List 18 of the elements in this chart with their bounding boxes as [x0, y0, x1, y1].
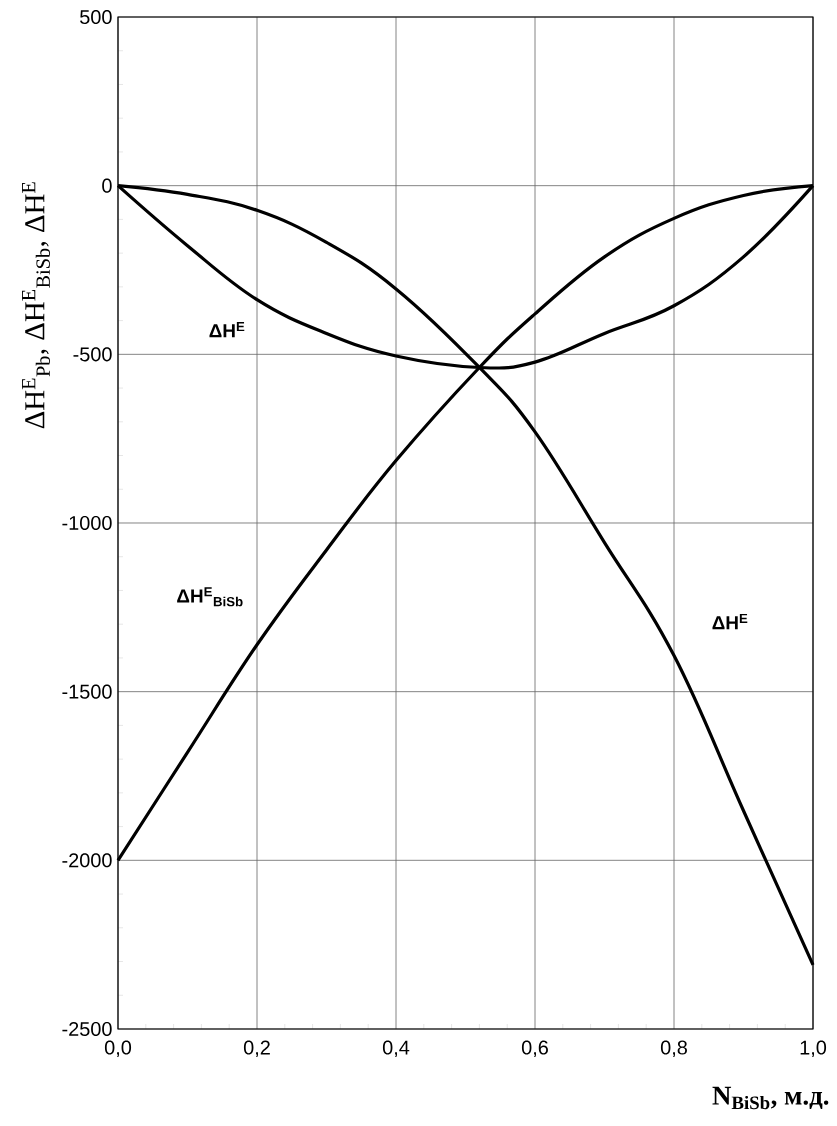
x-tick-label: 0,0 [104, 1040, 132, 1057]
x-tick-label: 1,0 [800, 1040, 827, 1057]
series-label: ΔH$^{E}$BiSb [177, 587, 243, 607]
x-tick-label: 0,2 [243, 1040, 270, 1057]
y-tick-label: -500 [73, 347, 112, 362]
x-tick-label: 0,4 [382, 1040, 410, 1057]
y-tick-label: 0 [102, 178, 112, 193]
y-tick-label: 500 [80, 9, 112, 25]
y-axis-title: ΔH$^{E}$$_{Pb}$, ΔH$^{E}$$_{BiSb}$, ΔH$^{E}$ [22, 182, 50, 429]
series-label: ΔH$^{E}$ [209, 322, 245, 338]
y-tick-label: -2500 [62, 1021, 112, 1037]
text: ΔH$^{E}$ [712, 613, 748, 630]
y-tick-label: -2000 [62, 853, 112, 868]
y-tick-label: -1500 [62, 684, 112, 699]
x-tick-label: 0,8 [660, 1040, 687, 1057]
x-tick-label: 0,6 [521, 1040, 548, 1057]
x-axis-title: N$_{BiSb}$, м.д. [712, 1086, 829, 1110]
y-tick-label: -1000 [62, 515, 112, 531]
